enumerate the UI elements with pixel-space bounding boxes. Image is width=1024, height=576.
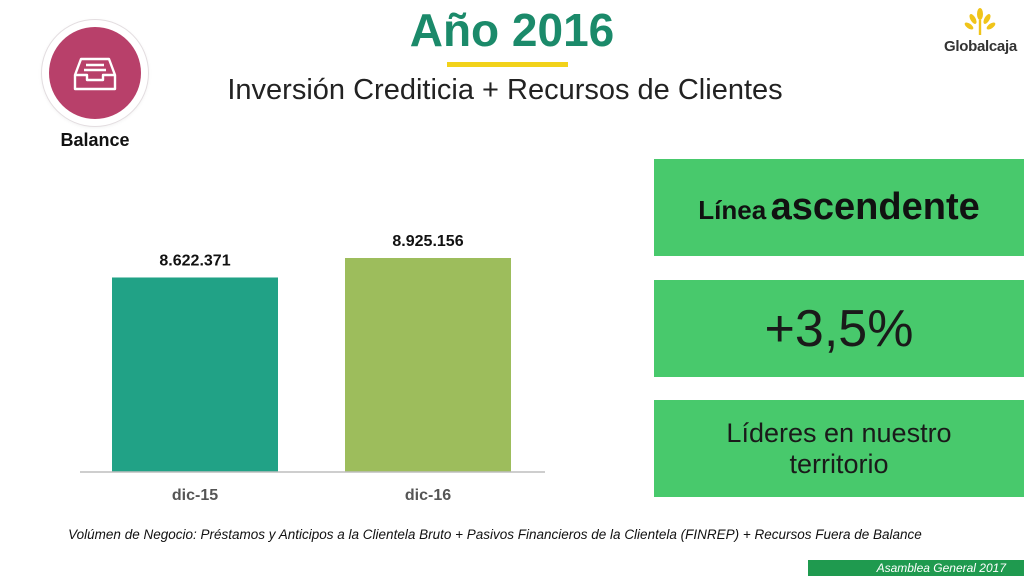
- balance-badge: [49, 27, 141, 119]
- badge-label: Balance: [60, 130, 130, 150]
- page-subtitle: Inversión Crediticia + Recursos de Clien…: [227, 74, 783, 106]
- growth-panel: +3,5%: [654, 280, 1024, 377]
- inbox-tray-icon: [73, 57, 117, 91]
- bar-dic-15: [112, 277, 278, 472]
- trend-big-text: ascendente: [770, 186, 980, 228]
- footnote: Volúmen de Negocio: Préstamos y Anticipo…: [68, 527, 922, 542]
- data-label-dic-15: 8.622.371: [159, 252, 230, 269]
- balance-bar-chart: 8.622.371 dic-15 8.925.156 dic-16: [80, 233, 545, 504]
- bar-dic-16: [345, 258, 511, 472]
- tick-label-dic-16: dic-16: [405, 487, 451, 504]
- trend-small-text: Línea: [698, 195, 767, 225]
- leaders-panel: Líderes en nuestro territorio: [654, 400, 1024, 497]
- growth-value: +3,5%: [764, 299, 914, 358]
- page-title: Año 2016: [409, 4, 615, 56]
- title-underline: [447, 62, 568, 67]
- tick-label-dic-15: dic-15: [172, 487, 218, 504]
- leaders-text: Líderes en nuestro territorio: [726, 417, 952, 479]
- footer-bar: Asamblea General 2017: [808, 560, 1024, 576]
- data-label-dic-16: 8.925.156: [392, 233, 463, 250]
- logo-text: Globalcaja: [944, 38, 1017, 55]
- trend-panel: Línea ascendente: [654, 159, 1024, 256]
- wheat-logo-icon: [964, 8, 996, 35]
- globalcaja-logo: Globalcaja: [944, 8, 1017, 58]
